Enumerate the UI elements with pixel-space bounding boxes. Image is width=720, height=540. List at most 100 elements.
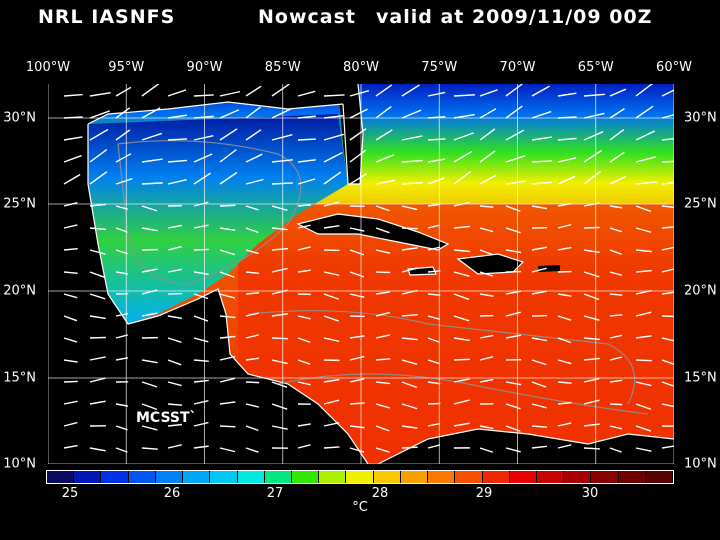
current-arrow <box>115 205 128 210</box>
current-arrow <box>453 358 470 361</box>
current-arrow <box>427 91 446 97</box>
current-arrow <box>349 378 365 383</box>
lon-label: 85°W <box>264 60 301 75</box>
current-arrow <box>89 377 106 383</box>
current-arrow <box>193 94 214 97</box>
current-arrow <box>661 205 674 209</box>
current-arrow <box>245 178 264 185</box>
current-arrow <box>583 202 600 207</box>
current-arrow <box>271 133 293 141</box>
hispaniola-land <box>458 254 523 274</box>
current-arrow <box>609 293 623 296</box>
colorbar-swatch <box>291 471 320 483</box>
current-arrow <box>427 337 440 343</box>
current-arrow <box>349 355 365 361</box>
current-arrow <box>219 335 236 339</box>
current-arrow <box>323 114 345 119</box>
current-arrow <box>115 403 129 407</box>
current-arrow <box>453 315 470 322</box>
current-arrow <box>349 271 365 278</box>
current-arrow <box>297 224 311 229</box>
current-arrow <box>219 171 238 185</box>
current-arrow <box>583 130 604 141</box>
colorbar-tick: 26 <box>163 486 181 501</box>
current-arrow <box>115 107 131 119</box>
florida-land <box>338 84 363 184</box>
lat-label-right: 20°N <box>684 283 717 299</box>
current-arrow <box>375 105 392 119</box>
current-arrow <box>297 423 311 427</box>
current-arrow <box>661 246 674 251</box>
current-arrow <box>635 84 653 97</box>
current-arrow <box>167 89 187 97</box>
current-arrow <box>89 91 111 97</box>
current-arrow <box>583 226 600 229</box>
current-arrow <box>531 205 548 210</box>
current-arrow <box>141 289 158 295</box>
current-arrow <box>167 179 187 185</box>
colorbar-tick: 29 <box>475 486 493 501</box>
current-arrow <box>219 401 236 405</box>
current-arrow <box>453 337 470 342</box>
current-arrow <box>531 160 553 163</box>
current-arrow <box>401 182 423 185</box>
current-arrow <box>583 447 600 450</box>
lat-label-right: 15°N <box>684 370 717 386</box>
lon-label: 65°W <box>577 60 614 75</box>
current-arrow <box>167 444 182 449</box>
lon-label: 70°W <box>499 60 536 75</box>
current-arrow <box>453 378 470 383</box>
current-arrow <box>557 401 572 405</box>
current-arrow <box>635 425 652 432</box>
current-arrow <box>609 314 623 317</box>
current-arrow <box>427 224 441 229</box>
current-arrow <box>427 138 446 141</box>
current-arrow <box>245 357 260 361</box>
current-arrow <box>427 315 441 320</box>
current-arrow <box>609 249 622 255</box>
current-arrow <box>505 249 522 254</box>
current-arrow <box>609 175 626 185</box>
current-arrow <box>141 312 158 317</box>
colorbar-swatch <box>509 471 537 483</box>
current-arrow <box>453 225 470 229</box>
current-arrow <box>505 403 521 410</box>
current-arrow <box>375 381 391 385</box>
current-arrow <box>323 201 340 207</box>
current-arrow <box>115 129 131 141</box>
current-arrow <box>375 227 390 234</box>
current-arrow <box>453 399 470 405</box>
current-arrow <box>635 227 652 233</box>
current-arrow <box>427 177 445 185</box>
current-arrow <box>89 336 106 339</box>
current-arrow <box>193 421 209 427</box>
current-arrow <box>583 271 600 278</box>
current-arrow <box>271 182 294 185</box>
current-arrow <box>505 334 522 339</box>
current-arrow <box>557 381 572 384</box>
current-arrow <box>297 246 311 251</box>
current-arrow <box>89 128 109 141</box>
current-arrow <box>557 422 572 427</box>
current-arrow <box>219 149 237 163</box>
current-arrow <box>583 399 600 405</box>
current-arrow <box>63 400 78 405</box>
current-arrow <box>323 151 343 163</box>
colorbar-swatch <box>128 471 156 483</box>
current-arrow <box>245 292 260 295</box>
current-arrow <box>453 201 470 207</box>
current-arrow <box>401 359 418 365</box>
current-arrow <box>89 447 106 452</box>
current-arrow <box>323 94 345 97</box>
lon-label: 60°W <box>656 60 692 75</box>
current-arrow <box>219 355 236 361</box>
current-arrow <box>349 249 365 256</box>
colorbar-swatch <box>237 471 265 483</box>
current-arrow <box>89 148 108 163</box>
current-arrow <box>401 267 418 273</box>
current-arrow <box>323 133 344 141</box>
current-arrow <box>401 337 418 341</box>
current-arrow <box>557 202 572 207</box>
current-arrow <box>323 271 340 277</box>
current-arrow <box>375 311 391 317</box>
